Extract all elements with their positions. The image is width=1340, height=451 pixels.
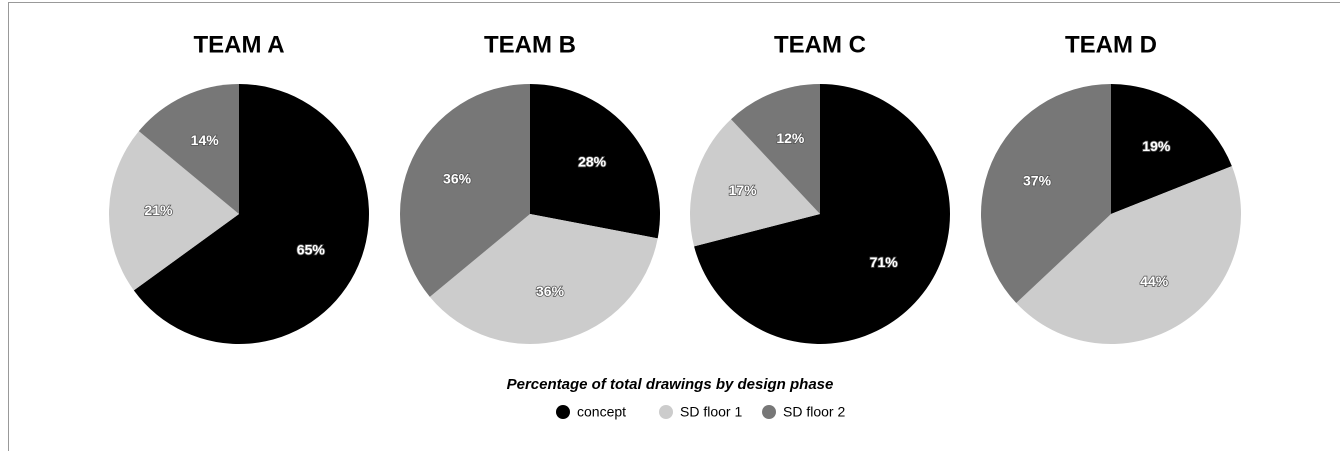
slice-label: 17% — [729, 182, 758, 198]
pie-slice — [980, 84, 1111, 303]
pie-slice — [1016, 166, 1241, 345]
pie-slice — [689, 119, 820, 247]
pie-slice — [429, 214, 658, 344]
slice-label: 14% — [191, 132, 220, 148]
slice-label: 44% — [1140, 273, 1169, 289]
legend-label: SD floor 2 — [783, 404, 845, 420]
slice-label: 28% — [578, 153, 607, 169]
slice-label: 36% — [536, 283, 565, 299]
slice-label: 65% — [297, 241, 326, 257]
legend-swatch — [556, 405, 570, 419]
pie-slice — [400, 84, 530, 297]
pie-title: TEAM C — [774, 31, 866, 58]
caption: Percentage of total drawings by design p… — [507, 376, 834, 393]
pie-slice — [530, 84, 660, 239]
pie-slice — [138, 84, 239, 214]
pie-slice — [1111, 84, 1232, 214]
pie-title: TEAM B — [484, 31, 576, 58]
slice-label: 71% — [870, 254, 899, 270]
frame — [8, 2, 1340, 451]
slice-label: 12% — [776, 130, 805, 146]
pie-title: TEAM D — [1065, 31, 1157, 58]
legend-swatch — [762, 405, 776, 419]
legend-label: SD floor 1 — [680, 404, 742, 420]
slice-label: 19% — [1142, 138, 1171, 154]
slice-label: 36% — [443, 170, 472, 186]
slice-label: 21% — [144, 202, 173, 218]
pie-slice — [133, 84, 369, 345]
pie-slice — [694, 84, 950, 345]
pie-slice — [109, 131, 239, 291]
slice-label: 37% — [1023, 173, 1052, 189]
pie-slice — [731, 84, 820, 214]
legend-swatch — [659, 405, 673, 419]
pie-title: TEAM A — [193, 31, 284, 58]
legend-label: concept — [577, 404, 626, 420]
